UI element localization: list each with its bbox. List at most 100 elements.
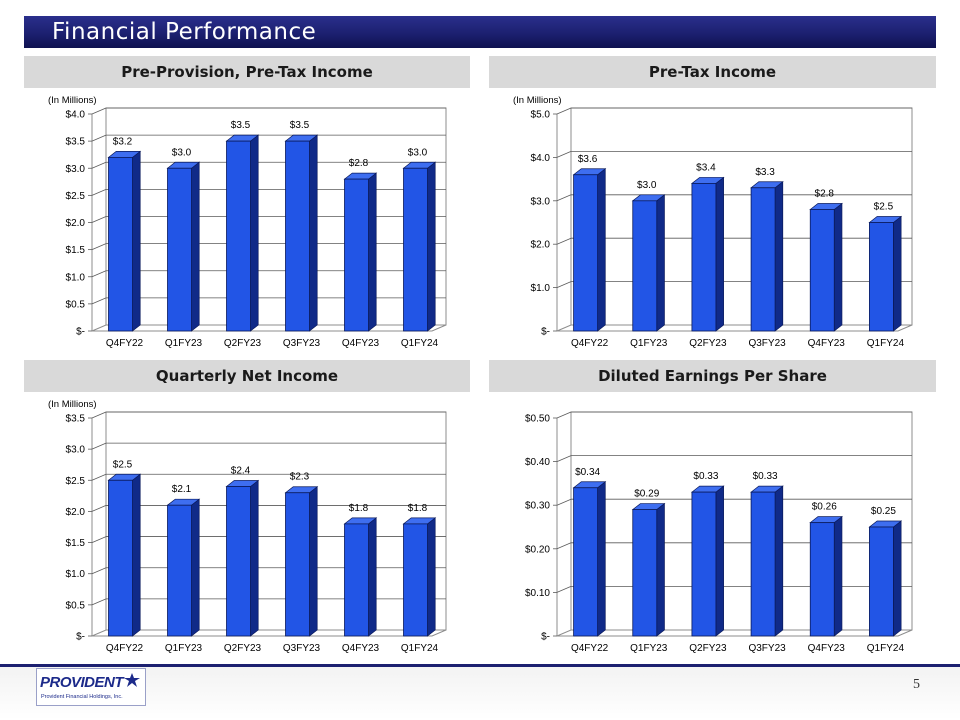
bar-side <box>656 502 665 637</box>
bar-side <box>191 498 200 637</box>
bar-side <box>597 168 606 332</box>
bar <box>869 526 894 637</box>
y-tick-label: $- <box>76 327 85 338</box>
x-tick-label: Q4FY22 <box>106 643 144 654</box>
gridline-depth <box>556 498 572 506</box>
pre-tax-income-chart: (In Millions) $- $1.0 $2.0 $3.0 $4.0 $5.0 $3.6 Q… <box>513 95 913 349</box>
bar-side <box>309 486 318 637</box>
bar <box>403 523 428 637</box>
data-label: $3.0 <box>408 147 428 158</box>
bar-side <box>250 134 259 332</box>
x-tick-label: Q4FY23 <box>808 643 846 654</box>
x-tick-label: Q1FY24 <box>401 338 439 349</box>
bar-side <box>309 134 318 332</box>
data-label: $3.2 <box>113 136 133 147</box>
bar <box>344 178 369 332</box>
gridline-depth <box>556 151 572 158</box>
x-tick-label: Q4FY22 <box>571 338 609 349</box>
x-tick-label: Q3FY23 <box>283 643 321 654</box>
y-tick-label: $2.5 <box>66 191 86 202</box>
y-tick-label: $- <box>76 632 85 643</box>
y-tick-label: $1.0 <box>66 272 86 283</box>
data-label: $2.8 <box>815 188 835 199</box>
y-tick-label: $4.0 <box>531 153 551 164</box>
bar-side <box>774 485 784 637</box>
x-tick-label: Q4FY22 <box>571 643 609 654</box>
x-tick-label: Q1FY23 <box>630 338 668 349</box>
x-tick-label: Q1FY23 <box>165 643 203 654</box>
y-tick-label: $- <box>541 327 550 338</box>
bar-side <box>250 479 259 637</box>
bar-side <box>833 515 843 637</box>
bar-side <box>191 161 200 332</box>
plot-floor <box>91 629 447 637</box>
gridline-depth <box>556 237 572 245</box>
bar <box>750 491 776 637</box>
unit-note: (In Millions) <box>48 399 97 410</box>
plot-floor <box>556 324 913 332</box>
bar-side <box>427 517 436 637</box>
y-tick-label: $1.5 <box>66 538 86 549</box>
logo-name: PROVIDENT <box>40 674 124 691</box>
bar <box>226 140 251 332</box>
gridline-depth <box>91 134 107 142</box>
pre-provision-income-chart: (In Millions) $- $0.5 $1.0 $1.5 $2.0 $2.5 $3.0 $… <box>48 95 447 349</box>
x-tick-label: Q2FY23 <box>224 338 262 349</box>
gridline-depth <box>91 189 107 196</box>
y-tick-label: $2.0 <box>66 218 86 229</box>
y-tick-label: $1.0 <box>66 569 86 580</box>
bar-side <box>774 181 784 332</box>
gridline-depth <box>91 243 107 250</box>
bar-side <box>715 485 724 637</box>
chart-3-header: Quarterly Net Income <box>24 360 470 392</box>
y-tick-label: $1.5 <box>66 245 86 256</box>
data-label: $3.4 <box>696 162 716 173</box>
y-tick-label: $0.5 <box>66 299 86 310</box>
bar <box>691 183 717 332</box>
data-label: $2.3 <box>290 472 310 483</box>
data-label: $1.8 <box>349 503 369 514</box>
y-tick-label: $3.0 <box>66 164 86 175</box>
data-label: $2.4 <box>231 466 251 477</box>
plot-floor <box>91 324 447 332</box>
x-tick-label: Q4FY23 <box>808 338 846 349</box>
y-tick-label: $0.40 <box>525 457 550 468</box>
gridline-depth <box>91 107 107 115</box>
gridline-depth <box>556 107 572 115</box>
bar <box>108 157 133 332</box>
plot-back-wall <box>570 411 913 631</box>
bar-side <box>893 520 902 637</box>
x-tick-label: Q4FY23 <box>342 643 380 654</box>
bar-side <box>893 215 902 332</box>
bar <box>403 167 428 332</box>
y-tick-label: $0.50 <box>525 414 550 425</box>
data-label: $3.5 <box>231 120 251 131</box>
bar-side <box>427 161 436 332</box>
title-bar: Financial Performance <box>24 16 936 48</box>
chart-2-header: Pre-Tax Income <box>489 56 936 88</box>
y-tick-label: $4.0 <box>66 110 86 121</box>
gridline-depth <box>91 505 107 512</box>
y-tick-label: $- <box>541 632 550 643</box>
data-label: $3.0 <box>172 147 192 158</box>
x-tick-label: Q4FY23 <box>342 338 380 349</box>
x-tick-label: Q1FY23 <box>165 338 203 349</box>
bar <box>108 479 133 637</box>
data-label: $0.33 <box>693 471 718 482</box>
data-label: $3.3 <box>755 167 775 178</box>
company-logo: PROVIDENT Provident Financial Holdings, … <box>36 668 146 706</box>
x-tick-label: Q3FY23 <box>283 338 321 349</box>
page-title: Financial Performance <box>52 19 317 45</box>
y-tick-label: $3.0 <box>66 445 86 456</box>
plot-back-wall <box>105 411 447 631</box>
chart-4-header: Diluted Earnings Per Share <box>489 360 936 392</box>
gridline-depth <box>91 161 107 169</box>
gridline-depth <box>91 442 107 450</box>
y-tick-label: $3.0 <box>531 196 551 207</box>
bar-side <box>368 172 377 332</box>
data-label: $3.0 <box>637 180 657 191</box>
bar <box>691 491 717 637</box>
gridline-depth <box>91 297 107 305</box>
bar-side <box>368 517 377 637</box>
data-label: $0.33 <box>753 471 778 482</box>
